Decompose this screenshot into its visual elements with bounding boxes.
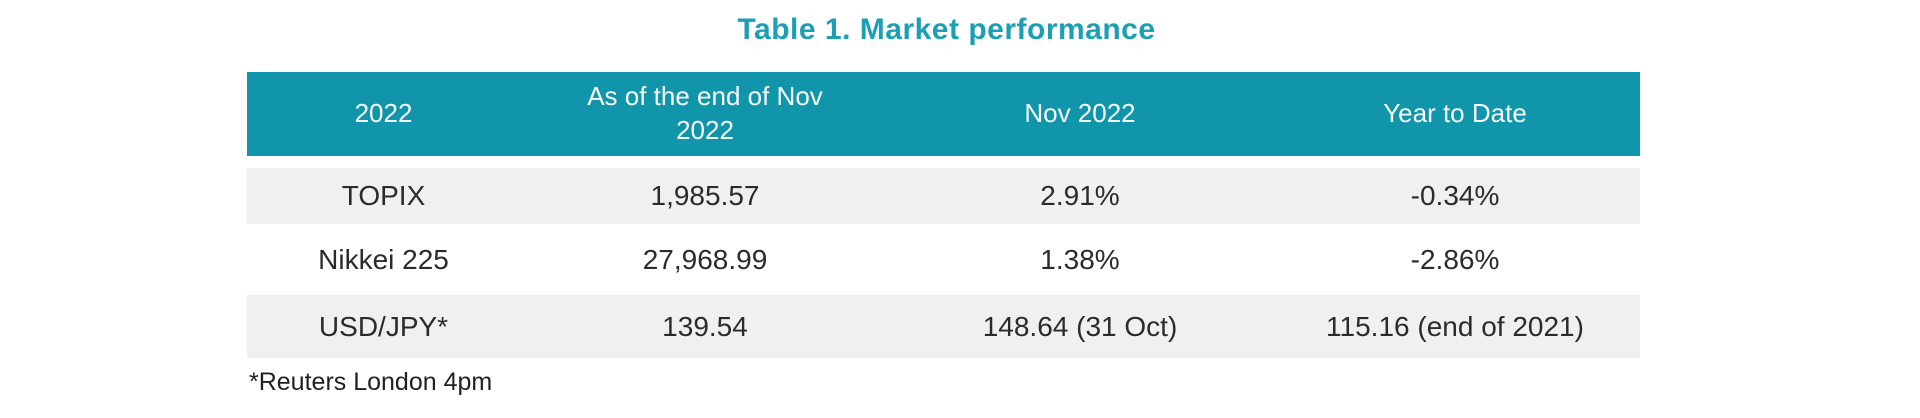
cell-nikkei-nov-2022: 1.38% — [1040, 243, 1120, 275]
cell-usdjpy-end-nov: 139.54 — [662, 310, 748, 342]
cell-nikkei-label: Nikkei 225 — [318, 243, 449, 275]
header-year-to-date: Year to Date — [1383, 98, 1527, 129]
cell-topix-nov-2022: 2.91% — [1040, 180, 1120, 211]
cell-topix-ytd: -0.34% — [1410, 180, 1500, 211]
header-gap — [247, 156, 1640, 168]
header-nov-2022: Nov 2022 — [1024, 98, 1136, 129]
cell-topix-label: TOPIX — [341, 180, 426, 211]
market-performance-table: 2022 As of the end of Nov 2022 Nov 2022 … — [247, 72, 1640, 358]
cell-nikkei-end-nov: 27,968.99 — [642, 243, 768, 275]
table-header-row: 2022 As of the end of Nov 2022 Nov 2022 … — [247, 72, 1640, 156]
cell-nikkei-ytd: -2.86% — [1410, 243, 1500, 275]
table-row-topix: TOPIX 1,985.57 2.91% -0.34% — [247, 168, 1640, 224]
cell-usdjpy-label: USD/JPY* — [318, 310, 449, 342]
cell-usdjpy-nov-2022: 148.64 (31 Oct) — [982, 310, 1178, 342]
header-as-of-end-of-nov-2022: As of the end of Nov 2022 — [587, 81, 823, 145]
header-2022: 2022 — [354, 98, 413, 129]
footnote: *Reuters London 4pm — [249, 368, 493, 396]
cell-usdjpy-ytd: 115.16 (end of 2021) — [1326, 310, 1584, 342]
cell-topix-end-nov: 1,985.57 — [650, 180, 760, 211]
table-row-nikkei-225: Nikkei 225 27,968.99 1.38% -2.86% — [247, 224, 1640, 295]
table-title: Table 1. Market performance — [737, 13, 1156, 46]
table-row-usd-jpy: USD/JPY* 139.54 148.64 (31 Oct) 115.16 (… — [247, 295, 1640, 358]
